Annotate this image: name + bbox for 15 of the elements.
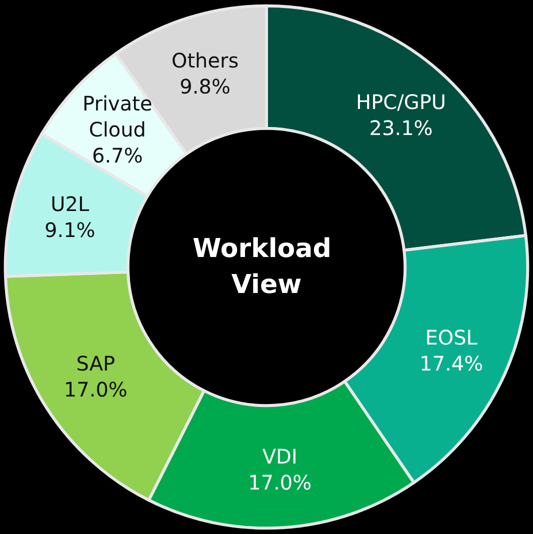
data-label: 17.4% (420, 352, 484, 376)
data-label: 17.0% (248, 470, 312, 494)
slice-label: U2L (50, 192, 90, 216)
slice-label: EOSL (425, 326, 478, 350)
data-label: 23.1% (369, 116, 433, 140)
data-label: 17.0% (64, 377, 128, 402)
text: Workload View (192, 234, 340, 300)
data-label: 9.1% (44, 218, 96, 242)
slice-label: Others (171, 48, 239, 73)
slice-label: VDI (262, 444, 298, 468)
data-label: 6.7% (92, 143, 143, 168)
slice-label: SAP (76, 351, 116, 376)
slice-label: Private Cloud (82, 91, 152, 142)
slice-label: HPC/GPU (356, 90, 446, 114)
data-label: 9.8% (180, 74, 230, 99)
